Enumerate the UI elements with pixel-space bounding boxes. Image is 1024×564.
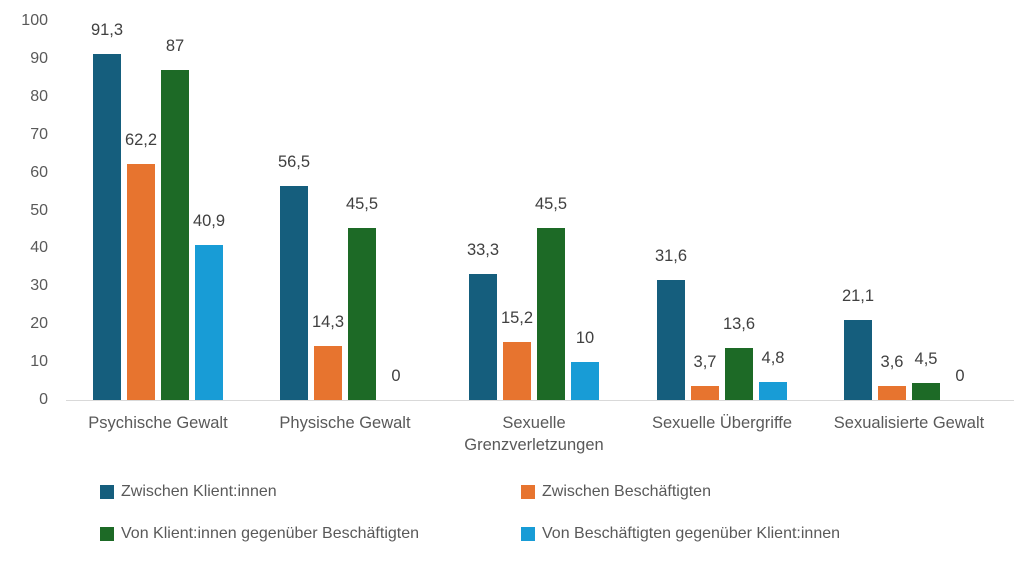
x-axis-baseline [66,400,1014,401]
bar-value-label: 15,2 [500,309,534,328]
legend-item: Von Klient:innen gegenüber Beschäftigten [100,525,419,543]
y-axis-tick-label: 0 [39,391,48,408]
legend-item: Zwischen Klient:innen [100,483,277,501]
bar-value-label: 4,5 [914,349,938,368]
bar-value-label: 0 [391,367,401,385]
legend-swatch-icon [521,485,535,499]
bar [280,185,308,400]
bar [759,381,787,400]
bar-group: 33,3 15,2 45,5 10 [466,21,599,400]
bar-group: 31,6 3,7 13,6 4,8 [654,21,787,400]
bar-value-label: 3,7 [693,352,717,371]
legend-label: Zwischen Klient:innen [121,483,277,500]
bar [93,53,121,400]
y-axis-tick-label: 70 [30,125,48,143]
legend-item: Zwischen Beschäftigten [521,483,711,501]
bar [657,280,685,400]
legend-swatch-icon [521,527,535,541]
legend-label: Von Klient:innen gegenüber Beschäftigten [121,525,420,542]
category-label: Psychische Gewalt [88,414,228,432]
bar-value-label: 40,9 [192,212,226,230]
bar-group: 56,5 14,3 45,5 0 [277,21,410,400]
bar [348,227,376,400]
bar-value-label: 10 [575,329,595,348]
bar [691,385,719,400]
y-axis-tick-label: 50 [30,201,48,219]
y-axis-tick-label: 40 [30,239,48,257]
bar [469,273,497,400]
bar-value-label: 33,3 [466,240,500,259]
category-label: Sexuelle Übergriffe [651,414,793,432]
bar-value-label: 56,5 [277,152,311,171]
legend-swatch-icon [100,527,114,541]
legend-item: Von Beschäftigten gegenüber Klient:innen [521,525,840,543]
bar [314,345,342,400]
bar [844,320,872,400]
y-axis-tick-label: 10 [30,353,48,371]
y-axis-tick-label: 20 [30,315,48,333]
legend-swatch-icon [100,485,114,499]
bar [725,348,753,400]
bar-value-label: 62,2 [124,131,158,150]
y-axis-tick-label: 30 [30,277,48,295]
bar-value-label: 45,5 [345,194,379,213]
legend-label: Zwischen Beschäftigten [542,483,711,500]
y-axis-tick-label: 100 [21,12,48,29]
bar-value-label: 31,6 [654,247,688,266]
bar [912,382,940,400]
y-axis-tick-label: 90 [30,49,48,67]
bar-value-label: 4,8 [761,348,785,367]
bar [878,386,906,400]
bar-value-label: 91,3 [90,20,124,39]
y-axis-tick-label: 80 [30,87,48,105]
bar [195,245,223,400]
bar-group: 91,3 62,2 87 40,9 [90,20,226,400]
bar [537,227,565,400]
bar-value-label: 21,1 [841,287,875,306]
category-label: Sexualisierte Gewalt [833,414,985,432]
category-label: Sexuelle Grenzverletzungen [464,414,604,454]
bar-value-label: 3,6 [880,353,904,372]
bar [503,342,531,400]
bar [571,362,599,400]
bar-value-label: 45,5 [534,194,568,213]
bar-value-label: 0 [955,367,965,385]
bar [161,70,189,400]
category-label: Physische Gewalt [279,414,411,432]
bar-value-label: 87 [165,37,185,56]
bar-group: 21,1 3,6 4,5 0 [841,21,974,400]
y-axis-tick-label: 60 [30,163,48,181]
bar-value-label: 14,3 [311,312,345,331]
bar [127,164,155,400]
bar-value-label: 13,6 [722,315,756,334]
legend-label: Von Beschäftigten gegenüber Klient:innen [542,525,841,542]
